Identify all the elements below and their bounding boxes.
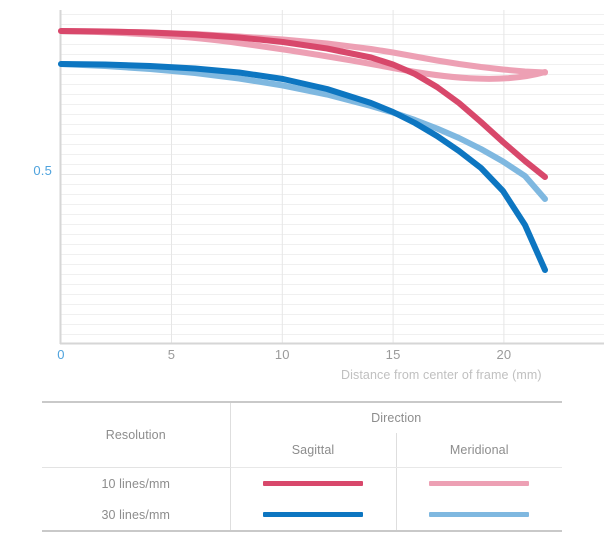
x-tick-10: 10 — [274, 347, 290, 362]
legend-row-label-10: 10 lines/mm — [101, 476, 170, 491]
x-tick-20: 20 — [496, 347, 512, 362]
legend-swatch-cell-10-sagittal — [229, 467, 396, 499]
legend-swatch-10-meridional — [429, 480, 530, 486]
chart-plot-svg — [58, 10, 604, 345]
legend-swatch-10-sagittal — [263, 480, 363, 486]
x-tick-0: 0 — [57, 347, 65, 362]
legend-row-30-lines: 30 lines/mm — [42, 499, 563, 532]
legend-col-sagittal-header: Sagittal — [229, 433, 396, 468]
legend-header-row-subcols: Sagittal Meridional — [42, 433, 563, 468]
x-axis-title: Distance from center of frame (mm) — [341, 368, 542, 382]
y-tick-0.5: 0.5 — [33, 163, 52, 178]
legend-table: Resolution Direction Sagittal Meridional… — [42, 401, 563, 532]
legend-swatch-30-meridional — [429, 511, 530, 517]
legend-col-direction-header: Direction — [229, 401, 563, 433]
legend-swatch-cell-10-meridional — [395, 467, 563, 499]
legend-table-container: Resolution Direction Sagittal Meridional… — [42, 401, 563, 532]
legend-swatch-30-sagittal — [263, 511, 363, 517]
x-tick-5: 5 — [167, 347, 176, 362]
curve-30-sagittal — [58, 61, 548, 273]
curve-10-sagittal — [58, 28, 548, 180]
legend-row-label-30: 30 lines/mm — [42, 499, 230, 532]
legend-col-resolution-header: Resolution — [42, 401, 230, 468]
legend-swatch-cell-30-sagittal — [229, 499, 396, 532]
x-tick-15: 15 — [385, 347, 401, 362]
legend-row-10-lines: 10 lines/mm — [42, 467, 563, 499]
legend-header-row-direction: Resolution Direction — [42, 401, 563, 468]
legend-col-meridional-header: Meridional — [395, 433, 563, 468]
mtf-chart: 0 5 10 15 20 0.5 Distance from center of… — [33, 10, 604, 382]
legend-swatch-cell-30-meridional — [395, 499, 563, 532]
